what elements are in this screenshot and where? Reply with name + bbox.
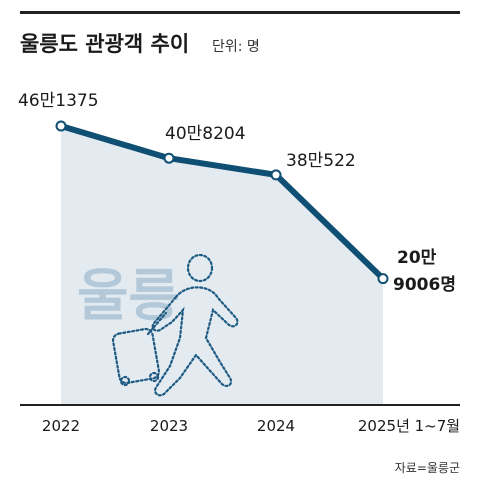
- top-rule: [20, 11, 460, 14]
- traveler-head: [186, 253, 214, 283]
- data-point-2022: [55, 120, 67, 132]
- data-label-2023: 40만8204: [165, 124, 246, 144]
- traveler-body: [151, 286, 239, 397]
- luggage-wheel-1: [119, 375, 131, 387]
- data-point-2023: [163, 152, 175, 164]
- x-tick-2024: 2024: [257, 417, 295, 435]
- area-fill: [61, 126, 383, 405]
- source-note: 자료=울릉군: [395, 461, 460, 475]
- luggage-wheel-2: [148, 371, 160, 383]
- unit-label: 단위: 명: [212, 39, 260, 55]
- traveler-illustration: [111, 253, 239, 397]
- data-label-2022: 46만1375: [18, 91, 99, 111]
- data-label-2025-line-2: 9006명: [393, 275, 456, 295]
- series-line: [58, 123, 386, 282]
- data-point-2025: [377, 273, 389, 285]
- data-label-2024: 38만522: [286, 151, 356, 171]
- chart-title: 울릉도 관광객 추이: [20, 32, 189, 56]
- data-label-2025: 20만 9006명: [393, 248, 456, 295]
- x-tick-2023: 2023: [150, 417, 188, 435]
- x-tick-2025: 2025년 1~7월: [358, 417, 460, 435]
- data-point-2024: [270, 169, 282, 181]
- watermark-text: 울릉: [77, 264, 180, 329]
- data-label-2025-line-1: 20만: [397, 248, 437, 268]
- x-tick-2022: 2022: [42, 417, 80, 435]
- luggage-case: [111, 327, 161, 385]
